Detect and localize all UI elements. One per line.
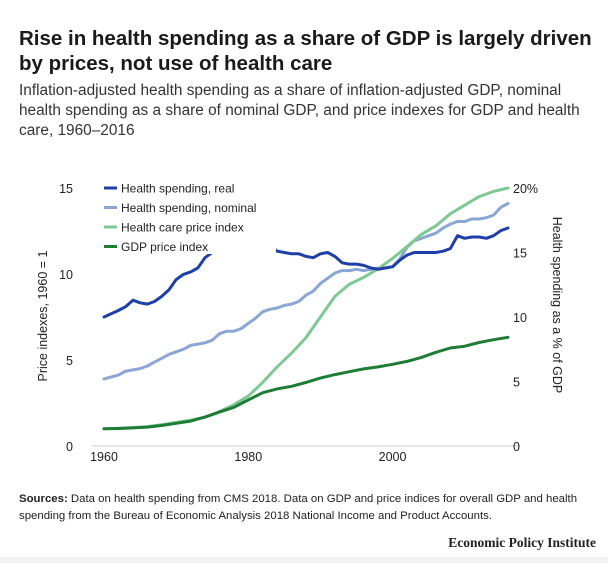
left-tick-label: 10 (59, 268, 73, 282)
legend-label: GDP price index (121, 240, 208, 254)
right-tick-label: 20% (513, 182, 538, 196)
brand-logo: Economic Policy Institute (448, 535, 596, 550)
legend-label: Health spending, real (121, 182, 234, 196)
left-tick-label: 5 (66, 354, 73, 368)
legend-label: Health care price index (121, 221, 244, 235)
series-lines (102, 186, 510, 431)
left-tick-label: 0 (66, 440, 73, 454)
footer-bar (0, 557, 608, 563)
right-tick-label: 5 (513, 376, 520, 390)
right-tick-label: 0 (513, 440, 520, 454)
right-axis-ticks: 0 5 10 15 20% (513, 182, 538, 454)
x-axis-ticks: 1960 1980 2000 (90, 450, 406, 464)
chart-title: Rise in health spending as a share of GD… (19, 27, 592, 75)
x-tick-label: 1960 (90, 450, 118, 464)
x-tick-label: 1980 (234, 450, 262, 464)
sources-label: Sources: (19, 493, 68, 505)
series-line-gdp-price-index (102, 335, 510, 431)
series-line-health-spending-nominal (102, 202, 510, 381)
legend: Health spending, real Health spending, no… (100, 178, 276, 254)
legend-label: Health spending, nominal (121, 201, 256, 215)
sources-note: Sources: Data on health spending from CM… (19, 491, 599, 525)
left-tick-label: 15 (59, 182, 73, 196)
left-axis-ticks: 0 5 10 15 (59, 182, 73, 454)
legend-background (100, 178, 276, 254)
left-axis-label: Price indexes, 1960 = 1 (36, 250, 50, 381)
sources-text: Data on health spending from CMS 2018. D… (19, 493, 578, 522)
x-tick-label: 2000 (379, 450, 407, 464)
chart: 0 5 10 15 0 5 10 15 20% 1960 1980 2000 Price inde… (36, 178, 564, 464)
right-tick-label: 15 (513, 247, 527, 261)
right-axis-label: Health spending as a % of GDP (550, 217, 564, 394)
series-line-health-spending-real (102, 226, 510, 319)
chart-subtitle: Inflation-adjusted health spending as a … (19, 82, 580, 139)
right-tick-label: 10 (513, 311, 527, 325)
